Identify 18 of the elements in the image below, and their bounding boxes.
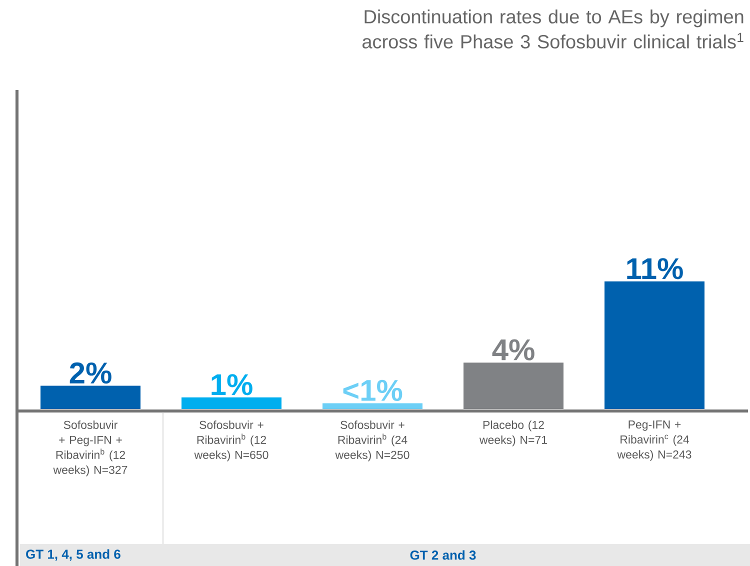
text: GT 1, 4, 5 and 6: [26, 549, 120, 561]
x-tick-label: Sofosbuvir + Ribavirin$^{b}$ (24 weeks) N=250: [335, 420, 410, 462]
bar: [40, 386, 140, 409]
data-label: 11%: [627, 258, 683, 280]
x-tick-label: Placebo (12 weeks) N=71: [479, 420, 547, 446]
data-label: 2%: [70, 362, 112, 384]
chart-title: Discontinuation rates due to AEs by regimen across five Phase 3 Sofosbuvir clinical trials$^{1}$: [362, 10, 744, 48]
bar: [604, 281, 704, 409]
bar: [322, 403, 423, 409]
bar: [182, 397, 282, 409]
data-label: 1%: [212, 374, 252, 396]
x-tick-label: Sofosbuvir + Peg-IFN + Ribavirin$^{b}$ (12 weeks) N=327: [53, 420, 128, 476]
text: GT 2 and 3: [410, 550, 476, 560]
bar: [464, 362, 564, 409]
x-tick-label: Peg-IFN + Ribavirin$^{c}$ (24 weeks) N=243: [617, 420, 692, 461]
data-label: <1%: [343, 380, 402, 401]
x-tick-label: Sofosbuvir + Ribavirin$^{b}$ (12 weeks) N=650: [194, 420, 268, 462]
data-label: 4%: [492, 339, 534, 360]
